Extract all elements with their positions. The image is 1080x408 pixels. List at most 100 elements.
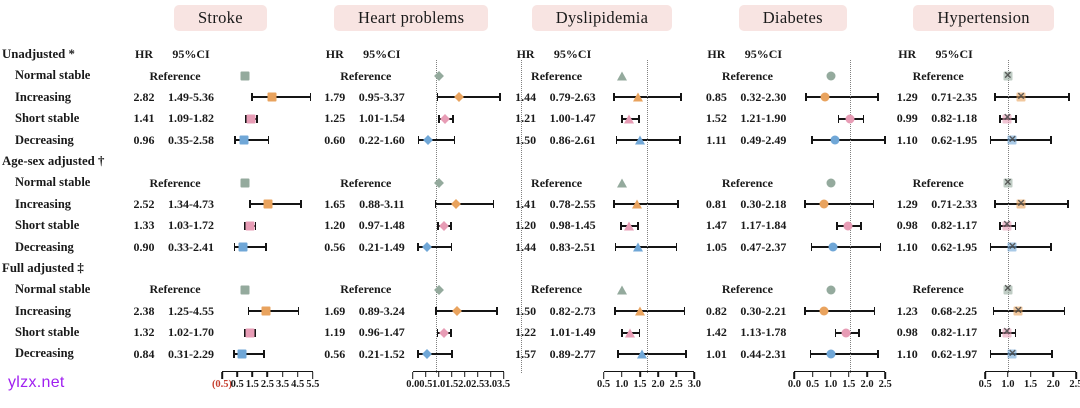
ci-value: 1.17-1.84 <box>740 218 787 233</box>
ci-value: 0.31-2.29 <box>168 346 214 361</box>
hr-value: 1.25 <box>324 111 346 126</box>
forest-marker <box>1007 135 1017 145</box>
ci-value: 1.01-1.54 <box>358 111 405 126</box>
ci-cap-low <box>998 221 1001 230</box>
plot-cell <box>413 65 504 86</box>
hr-value: 1.41 <box>515 196 537 211</box>
ci-cap-high <box>1050 136 1052 145</box>
forest-marker <box>819 306 829 316</box>
plot-cell <box>604 87 695 108</box>
reference-label: Reference <box>721 175 773 190</box>
hr-value: 1.21 <box>515 111 537 126</box>
reference-line <box>520 60 522 373</box>
forest-marker <box>1013 306 1023 316</box>
ci-cap-high <box>858 328 860 337</box>
ci-value: 0.89-2.77 <box>549 346 596 361</box>
axis-tick <box>866 371 868 377</box>
reference-row: Reference <box>891 65 1076 86</box>
ci-value: 0.47-2.37 <box>740 239 787 254</box>
section-spacer-row <box>128 151 313 172</box>
plot-cell <box>413 87 504 108</box>
ci-cap-high <box>300 200 302 209</box>
plot-cell <box>985 151 1076 172</box>
plot-cell <box>413 279 504 300</box>
spacer <box>891 365 923 403</box>
forest-marker <box>440 113 451 124</box>
ci-cap-high <box>450 243 453 252</box>
hr-value: 1.50 <box>515 303 537 318</box>
reference-label: Reference <box>912 282 964 297</box>
ci-cap-low <box>998 328 1001 337</box>
ci-value: 0.79-2.63 <box>549 89 596 104</box>
column-header-row: HR 95%CI <box>510 44 695 65</box>
reference-label: Reference <box>340 68 392 83</box>
plot-cell <box>794 343 885 364</box>
axis-tick-label: 1.5 <box>1024 378 1038 390</box>
forest-marker <box>423 135 434 146</box>
forest-marker <box>422 242 433 253</box>
axis-tick <box>984 371 986 379</box>
hr-value: 0.56 <box>324 346 346 361</box>
ci-bar <box>435 203 494 206</box>
ci-cap-low <box>810 243 813 252</box>
plot-cell <box>985 343 1076 364</box>
ci-cap-high <box>872 200 875 209</box>
data-row: 0.98 0.82-1.17 <box>891 322 1076 343</box>
ci-cap-low <box>417 243 420 252</box>
axis-tick-label: 0.5 <box>805 378 820 390</box>
reference-label: Reference <box>340 175 392 190</box>
reference-label: Reference <box>912 175 964 190</box>
plot-cell <box>222 301 313 322</box>
plot-cell <box>985 108 1076 129</box>
ci-value: 0.82-1.18 <box>931 111 978 126</box>
ci-column-header: 95%CI <box>553 47 592 62</box>
plot-cell <box>413 237 504 258</box>
ci-cap-high <box>679 136 682 145</box>
panel-title: Heart problems <box>334 5 489 31</box>
plot-cell <box>604 237 695 258</box>
ci-value: 0.32-2.30 <box>740 89 787 104</box>
section-label: Age-sex adjusted † <box>2 153 105 168</box>
axis-tick <box>450 371 453 377</box>
panel-body: HR 95%CI Reference 0.85 0.32-2.30 1.52 1.21-1.… <box>700 44 892 403</box>
ci-cap-high <box>683 307 686 316</box>
data-row: 1.41 1.09-1.82 <box>128 108 313 129</box>
spacer <box>732 365 794 403</box>
plot-cell <box>985 65 1076 86</box>
ci-cap-low <box>992 307 995 316</box>
axis-row: 0.0 0.5 1.0 1.5 2.0 2.5 <box>700 365 892 403</box>
column-header-row: HR 95%CI <box>128 44 313 65</box>
ci-value: 0.95-3.37 <box>358 89 405 104</box>
forest-marker <box>245 328 255 338</box>
reference-marker <box>616 71 627 81</box>
plot-cell <box>985 44 1076 65</box>
hr-value: 1.50 <box>515 132 537 147</box>
forest-marker <box>454 92 465 103</box>
plot-cell <box>604 44 695 65</box>
ci-cap-high <box>677 200 679 209</box>
ci-value: 0.35-2.58 <box>168 132 214 147</box>
reference-row: Reference <box>319 279 504 300</box>
ci-cap-high <box>685 350 687 359</box>
forest-marker <box>845 114 855 124</box>
column-header-row: HR 95%CI <box>700 44 885 65</box>
row-labels-column: Unadjusted * Normal stable Increasing Short… <box>0 0 128 408</box>
hr-value: 1.29 <box>896 196 918 211</box>
forest-marker <box>1002 221 1012 231</box>
ci-cap-high <box>862 114 865 123</box>
axis-row: 0.5 1.0 1.5 2.0 2.5 3.0 <box>510 365 701 403</box>
axis-tick <box>884 371 886 379</box>
forest-marker <box>239 135 249 145</box>
ci-value: 0.82-1.17 <box>931 218 978 233</box>
axis-tick-label: 0.0 <box>787 378 801 390</box>
ci-bar <box>616 139 681 142</box>
forest-marker <box>422 349 433 360</box>
ci-cap-low <box>837 114 840 123</box>
row-label: Short stable <box>15 111 80 126</box>
spacer <box>319 365 351 403</box>
axis-tick <box>620 371 623 377</box>
ci-cap-low <box>621 328 623 337</box>
ci-bar <box>805 310 875 313</box>
ci-cap-high <box>680 93 682 102</box>
data-row: 1.79 0.95-3.37 <box>319 87 504 108</box>
